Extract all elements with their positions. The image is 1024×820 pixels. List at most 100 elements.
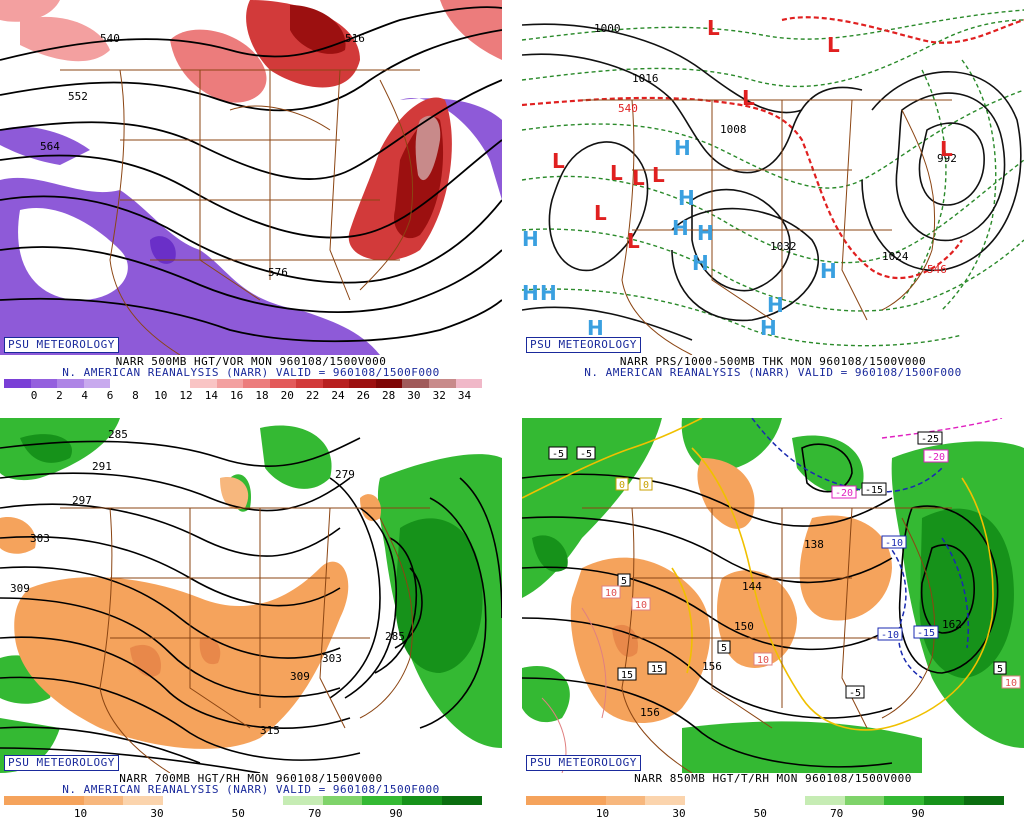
panel-subtitle: N. AMERICAN REANALYSIS (NARR) VALID = 96… [62,366,440,379]
temp-label: 5 [721,643,727,654]
colorbar-tick-label: 26 [356,389,370,402]
high-pressure-symbol: H [678,186,695,210]
panel-title: NARR 850MB HGT/T/RH MON 960108/1500V000 [634,772,912,785]
colorbar-swatch [964,796,1004,805]
map-700mb-svg: 285 291 297 303 309 315 279 303 309 285 [0,418,502,773]
colorbar-tick-label: 24 [331,389,345,402]
panel-title: NARR 700MB HGT/RH MON 960108/1500V000 [119,772,383,785]
colorbar-swatch [685,796,726,805]
map-mslp-svg: 1000 1008 1016 1024 1032 992 540 546 L L… [522,0,1024,355]
colorbar-swatch [123,796,164,805]
panel-subtitle: N. AMERICAN REANALYSIS (NARR) VALID = 96… [62,783,440,796]
low-pressure-symbol: L [742,86,755,110]
colorbar-tick-label: 30 [407,389,421,402]
contour-label-315: 315 [260,724,280,737]
colorbar-swatch [884,796,925,805]
temp-label: 15 [621,670,633,681]
panel-sea-level-pressure-thickness: 1000 1008 1016 1024 1032 992 540 546 L L… [522,0,1024,400]
colorbar-swatch [30,379,58,388]
temp-label: -5 [552,449,564,460]
colorbar-tick-label: 10 [154,389,168,402]
contour-label-309: 309 [290,670,310,683]
colorbar-swatch [110,379,137,388]
colorbar-tick-label: 14 [204,389,218,402]
temp-label: 15 [651,664,663,675]
contour-label-150: 150 [734,620,754,633]
temp-label: -5 [849,688,861,699]
colorbar-swatch [269,379,297,388]
colorbar-tick-label: 6 [106,389,114,402]
low-pressure-symbol: L [940,137,953,161]
colorbar-swatch [924,796,965,805]
temp-label: 5 [621,576,627,587]
colorbar-tick-label: 50 [231,807,245,820]
thickness-label-546: 546 [927,263,947,276]
colorbar-tick-label: 28 [381,389,396,402]
colorbar-tick-label: 34 [457,389,472,402]
contour-label-285: 285 [108,428,128,441]
colorbar-swatch [242,796,283,805]
colorbar-tick-label: 70 [830,807,844,820]
thickness-label-540: 540 [618,102,638,115]
high-pressure-symbol: H [522,227,539,251]
colorbar-tick-label: 10 [73,807,88,820]
low-pressure-symbol: L [552,149,565,173]
colorbar-tick-label: 2 [56,389,63,402]
colorbar-swatch [526,796,566,805]
temp-label: -20 [927,452,945,463]
contour-label-540: 540 [100,32,120,45]
colorbar-swatch [4,796,44,805]
temp-label: -5 [580,449,592,460]
panel-title: NARR PRS/1000-500MB THK MON 960108/1500V… [619,355,927,368]
temp-label: -10 [885,538,903,549]
contour-label-516: 516 [345,32,365,45]
colorbar-tick-labels: 0 2 4 6 8 10 12 14 16 18 20 22 24 26 28 30 32 34 [4,389,482,402]
colorbar-tick-label: 8 [132,389,139,402]
colorbar-tick-labels: 10 30 50 70 90 [526,807,1004,820]
psu-credit-label: PSU METEOROLOGY [4,755,119,771]
colorbar-swatch [565,796,606,805]
isobar-label-1024: 1024 [882,250,909,263]
psu-credit-label: PSU METEOROLOGY [4,337,119,353]
contour-label-303: 303 [322,652,342,665]
high-pressure-symbol: H [672,216,689,240]
colorbar-tick-label: 16 [230,389,244,402]
contour-label-309: 309 [10,582,30,595]
low-pressure-symbol: L [610,161,623,185]
contour-label-552: 552 [68,90,88,103]
contour-label-156: 156 [702,660,722,673]
colorbar-swatch [402,379,429,388]
colorbar-swatch [282,796,323,805]
colorbar-swatch [4,379,31,388]
high-pressure-symbol: H [697,221,714,245]
colorbar-tick-label: 70 [308,807,322,820]
colorbar-swatch [442,796,482,805]
contour-label-162: 162 [942,618,962,631]
high-pressure-symbol: H [767,293,784,317]
colorbar-swatch [322,796,363,805]
colorbar-tick-label: 30 [150,807,164,820]
temp-label: 10 [757,655,769,666]
colorbar-swatch [764,796,805,805]
psu-credit-label: PSU METEOROLOGY [526,755,641,771]
colorbar-swatch [645,796,686,805]
low-pressure-symbol: L [827,33,840,57]
colorbar-swatch [429,379,456,388]
colorbar-swatch [605,796,646,805]
colorbar-tick-label: 4 [81,389,89,402]
contour-label-279: 279 [335,468,355,481]
contour-label-303: 303 [30,532,50,545]
colorbar-swatch [189,379,217,388]
high-pressure-symbol: H [674,136,691,160]
colorbar-swatch [216,379,244,388]
colorbar-tick-label: 22 [306,389,320,402]
colorbar-tick-label: 90 [389,807,403,820]
colorbar-tick-label: 32 [432,389,446,402]
colorbar-swatch [296,379,323,388]
map-850mb: 138 144 150 156 156 162 -5 -5 -5 5 0 0 1… [522,418,1024,773]
isobar-label-1008: 1008 [720,123,747,136]
colorbar-swatch [136,379,164,388]
panel-500mb-vorticity: 540 552 564 576 516 PSU METEOROLOGY NARR… [0,0,502,402]
colorbar-swatch [322,379,350,388]
colorbar-tick-label: 18 [255,389,269,402]
